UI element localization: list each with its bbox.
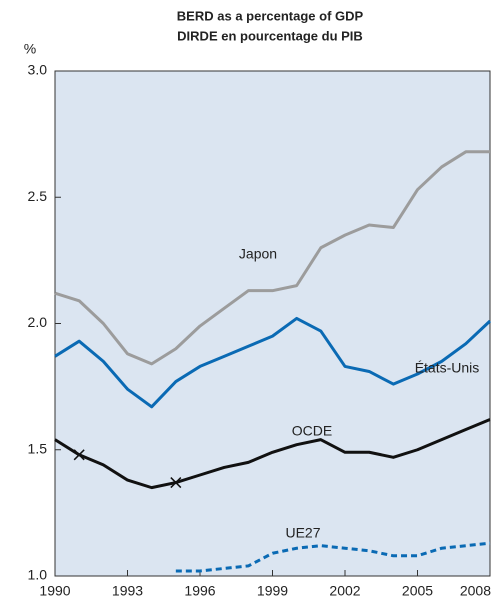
y-tick-label: 1.5	[28, 440, 48, 456]
series-label: Japon	[239, 246, 277, 262]
y-axis-label: %	[24, 41, 36, 57]
chart-title: BERD as a percentage of GDP	[177, 8, 364, 23]
series-label: UE27	[285, 525, 320, 541]
x-tick-label: 2008	[460, 583, 491, 599]
series-line	[54, 418, 491, 490]
series-line	[175, 541, 491, 573]
series-line	[54, 150, 490, 366]
x-tick-label: 1990	[39, 583, 70, 599]
x-tick-label: 1996	[184, 583, 215, 599]
x-tick-label: 2002	[329, 583, 360, 599]
x-tick-label: 1993	[112, 583, 143, 599]
plot-background	[54, 70, 491, 577]
series-line	[54, 316, 492, 409]
y-tick-label: 2.5	[28, 188, 48, 204]
break-marker	[73, 449, 85, 461]
series-label: OCDE	[292, 423, 332, 439]
y-tick-label: 3.0	[28, 62, 48, 78]
y-tick-label: 2.0	[28, 314, 48, 330]
break-marker	[170, 477, 182, 489]
y-tick-label: 1.0	[28, 567, 48, 583]
x-tick-label: 1999	[257, 583, 288, 599]
x-tick-label: 2005	[402, 583, 433, 599]
series-label: États-Unis	[415, 360, 480, 376]
chart-subtitle: DIRDE en pourcentage du PIB	[177, 28, 363, 43]
